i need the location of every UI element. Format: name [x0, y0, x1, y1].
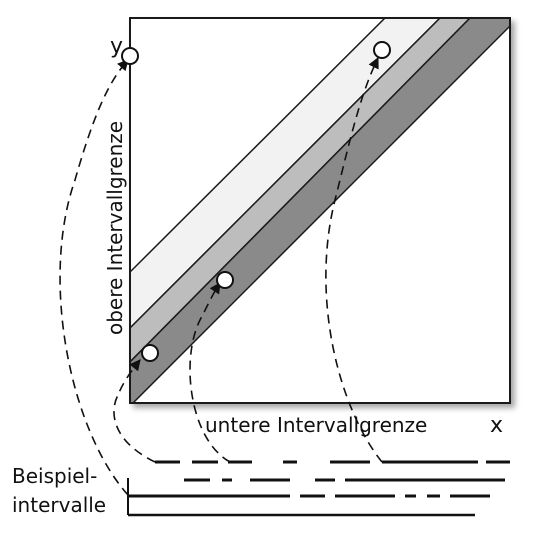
example-intervals	[128, 460, 510, 517]
arrow-to-top-left	[59, 59, 129, 496]
y-axis-long-label: obere Intervallgrenze	[103, 121, 127, 335]
intervals-label-line1: Beispiel-	[12, 464, 97, 488]
band-dark	[130, 18, 510, 403]
data-points	[121, 41, 391, 362]
x-axis-short-label: x	[490, 413, 503, 438]
point-low	[141, 344, 159, 362]
mapping-arrows	[59, 56, 383, 496]
point-top-right	[373, 41, 391, 59]
y-axis-short-label: y	[110, 34, 123, 59]
arrow-to-top-point	[325, 56, 383, 463]
point-mid	[216, 271, 234, 289]
arrow-to-low-point	[113, 359, 156, 463]
arrow-to-mid-point	[189, 282, 231, 463]
intervals-label-line2: intervalle	[12, 493, 106, 517]
x-axis-long-label: untere Intervallgrenze	[205, 413, 427, 437]
point-top-left	[121, 47, 139, 65]
